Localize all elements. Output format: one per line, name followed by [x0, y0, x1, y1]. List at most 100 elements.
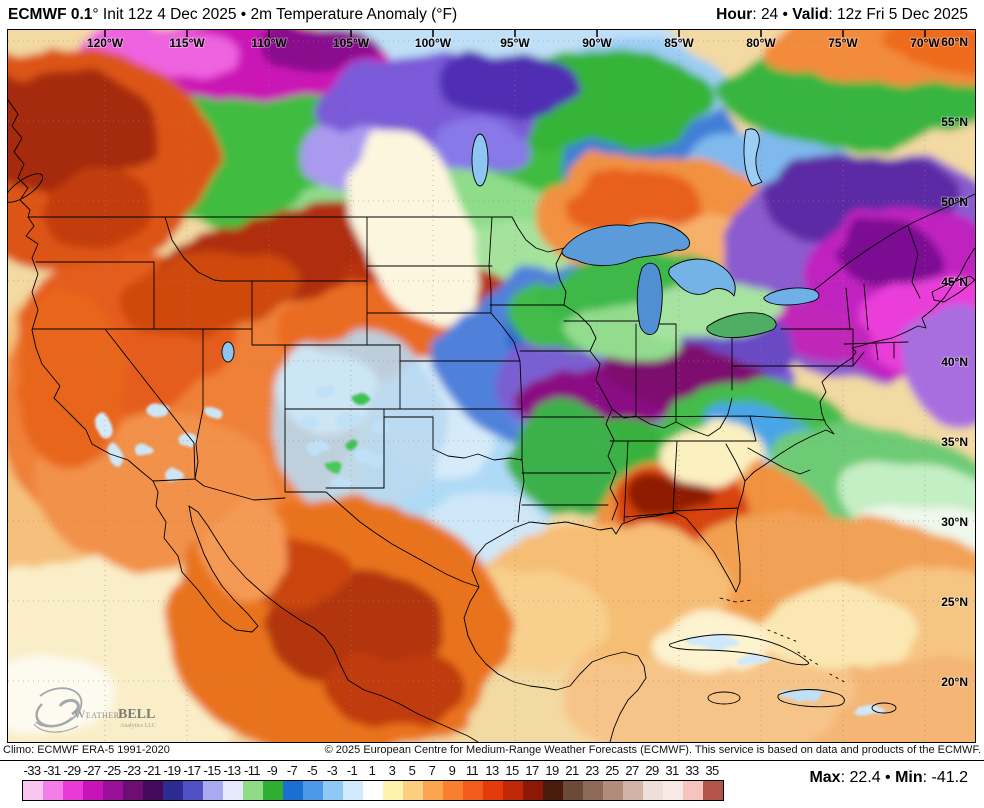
colorbar-tick-label: -11: [243, 763, 261, 778]
lake-ontario: [763, 287, 820, 306]
colorbar-tick-label: 31: [665, 763, 679, 778]
colorbar-tick-label: -17: [183, 763, 202, 778]
hispaniola: [777, 689, 845, 708]
colorbar-tick-label: 19: [545, 763, 559, 778]
header: ECMWF 0.1° Init 12z 4 Dec 2025 • 2m Temp…: [0, 0, 984, 30]
colorbar-tick-label: -31: [43, 763, 62, 778]
colorbar-cell: [363, 781, 383, 800]
lon-label: 115°W: [169, 36, 205, 50]
lat-label: 55°N: [941, 115, 968, 129]
colorbar-tick-label: 1: [368, 763, 376, 778]
lon-label: 75°W: [828, 36, 858, 50]
maxmin-readout: Max: 22.4 • Min: -41.2: [809, 769, 968, 786]
colorbar-cell: [583, 781, 603, 800]
colorbar-cell: [243, 781, 263, 800]
page-title: ECMWF 0.1° Init 12z 4 Dec 2025 • 2m Temp…: [8, 0, 457, 30]
colorbar-cell: [343, 781, 363, 800]
colorbar-tick-label: 27: [625, 763, 639, 778]
lake-winnipeg: [471, 133, 489, 187]
colorbar-tick-label: 23: [585, 763, 599, 778]
colorbar-cell: [703, 781, 723, 800]
colorbar-cell: [63, 781, 83, 800]
great-lakes: [561, 222, 820, 339]
colorbar-cell: [523, 781, 543, 800]
colorbar-cell: [603, 781, 623, 800]
coastline-pacific: [8, 99, 479, 742]
bahamas: [767, 629, 849, 685]
lake-superior: [561, 222, 690, 267]
title-detail: ° Init 12z 4 Dec 2025 • 2m Temperature A…: [92, 6, 458, 23]
colorbar-cell: [423, 781, 443, 800]
lon-label: 100°W: [415, 36, 452, 50]
colorbar-tick-label: -1: [346, 763, 358, 778]
lake-huron: [668, 258, 736, 297]
colorbar-cell: [303, 781, 323, 800]
colorbar-tick-label: -27: [83, 763, 102, 778]
colorbar-tick-label: 13: [485, 763, 499, 778]
lon-label: 120°W: [87, 36, 124, 50]
footer-divider: [0, 760, 984, 761]
colorbar-cell: [223, 781, 243, 800]
grid-layer: 120°W 115°W 110°W 105°W 100°W 95°W 90°W 85°W 80°…: [8, 30, 975, 742]
lon-label: 85°W: [664, 36, 694, 50]
map-frame: 120°W 115°W 110°W 105°W 100°W 95°W 90°W 85°W 80°…: [7, 29, 976, 743]
colorbar-tick-label: 29: [645, 763, 659, 778]
colorbar-tick-label: 33: [685, 763, 699, 778]
colorbar-cell: [23, 781, 43, 800]
colorbar-tick-label: -21: [143, 763, 162, 778]
coastline-us-east: [471, 247, 975, 593]
colorbar-tick-label: -25: [103, 763, 122, 778]
lat-label: 25°N: [941, 595, 968, 609]
lon-label: 90°W: [582, 36, 612, 50]
lon-label: 110°W: [251, 36, 287, 50]
cuba: [669, 634, 810, 666]
colorbar-ticks: -33 -31 -29 -27 -25 -23 -21 -19 -17 -15 -13 -11 -9 -7…: [22, 763, 722, 779]
florida-keys: [719, 597, 753, 603]
map-canvas: 120°W 115°W 110°W 105°W 100°W 95°W 90°W 85°W 80°…: [8, 30, 975, 742]
speckle-detail: [94, 385, 884, 715]
watermark-brand-right: BELL: [118, 707, 155, 722]
colorbar-cell: [403, 781, 423, 800]
colorbar-cell: [83, 781, 103, 800]
climo-note: Climo: ECMWF ERA-5 1991-2020: [3, 744, 170, 756]
colorbar-tick-label: -19: [163, 763, 182, 778]
colorbar-tick-label: 7: [428, 763, 436, 778]
validity-info: Hour: 24 • Valid: 12z Fri 5 Dec 2025: [716, 6, 968, 23]
watermark-brand-left: Weather: [74, 707, 120, 721]
colorbar-cell: [663, 781, 683, 800]
colorbar-tick-label: 25: [605, 763, 619, 778]
colorbar-cell: [143, 781, 163, 800]
attribution-bar: Climo: ECMWF ERA-5 1991-2020 © 2025 Euro…: [0, 743, 984, 758]
colorbar-tick-label: 21: [565, 763, 579, 778]
colorbar-cell: [463, 781, 483, 800]
colorbar-tick-label: -33: [23, 763, 42, 778]
state-borders-east: [725, 225, 921, 482]
colorbar-cell: [643, 781, 663, 800]
model-name: ECMWF 0.1: [8, 6, 93, 23]
lon-label: 70°W: [910, 36, 940, 50]
colorbar-tick-label: -23: [123, 763, 142, 778]
lat-label: 50°N: [941, 195, 968, 209]
colorbar-cell: [623, 781, 643, 800]
lon-label: 95°W: [500, 36, 530, 50]
coastline-gulf-mexico: [463, 586, 647, 742]
colorbar-tick-label: 17: [525, 763, 539, 778]
colorbar-tick-label: -3: [326, 763, 338, 778]
colorbar-cell: [483, 781, 503, 800]
watermark-logo: Weather BELL Analytics LLC: [33, 687, 156, 733]
james-bay: [743, 128, 763, 187]
colorbar-tick-label: 11: [465, 763, 479, 778]
puerto-rico: [871, 702, 897, 714]
vancouver-island: [8, 173, 44, 203]
colorbar-cell: [163, 781, 183, 800]
colorbar-cell: [563, 781, 583, 800]
colorbar-cell: [543, 781, 563, 800]
jamaica: [707, 691, 741, 705]
lat-label: 60°N: [941, 35, 968, 49]
colorbar-cell: [323, 781, 343, 800]
lat-label: 35°N: [941, 435, 968, 449]
colorbar-cell: [183, 781, 203, 800]
colorbar-cell: [123, 781, 143, 800]
colorbar-tick-label: -13: [223, 763, 242, 778]
